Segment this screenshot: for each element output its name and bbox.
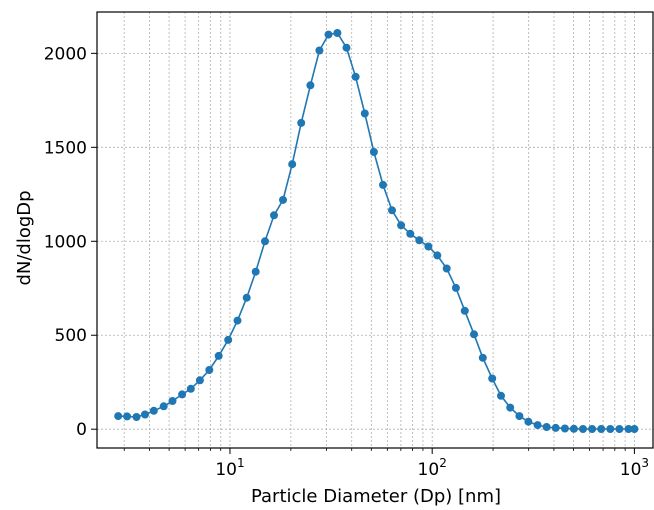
data-point — [451, 283, 460, 292]
data-point — [333, 29, 342, 37]
data-point — [533, 421, 542, 430]
data-point — [388, 206, 396, 215]
data-point — [360, 109, 369, 118]
data-point — [424, 242, 433, 251]
axis-ticks: 0 500 1000 1500 2000 101 102 103 — [44, 44, 649, 480]
data-point — [630, 425, 639, 433]
x-tick-label: 102 — [418, 456, 447, 480]
data-point — [342, 43, 351, 52]
data-point — [123, 412, 132, 421]
data-point — [433, 251, 442, 260]
data-point — [506, 403, 515, 412]
data-point — [597, 425, 606, 433]
data-point — [524, 417, 533, 426]
data-point — [415, 236, 424, 245]
y-tick-label: 1000 — [44, 232, 87, 252]
data-point — [214, 351, 223, 360]
data-point — [315, 46, 324, 55]
data-point — [606, 425, 615, 433]
data-point — [542, 423, 551, 431]
data-point — [270, 211, 278, 220]
data-point — [369, 148, 378, 156]
data-point — [195, 376, 204, 385]
y-tick-label: 2000 — [44, 44, 87, 64]
data-point — [588, 425, 597, 433]
data-point — [205, 366, 214, 374]
data-point — [279, 195, 287, 204]
data-point — [551, 423, 560, 432]
data-point — [560, 424, 569, 433]
y-tick-label: 500 — [55, 326, 87, 346]
plot-frame — [96, 11, 654, 449]
data-point — [132, 413, 141, 421]
data-point — [178, 390, 187, 399]
data-point — [397, 221, 406, 230]
plot-border — [96, 11, 654, 449]
data-point — [251, 267, 260, 276]
data-point — [615, 425, 624, 433]
data-point — [488, 374, 497, 383]
data-point — [288, 160, 297, 169]
data-point — [478, 353, 487, 362]
data-point — [149, 406, 158, 415]
data-point — [624, 425, 633, 433]
y-tick-label: 0 — [76, 420, 87, 440]
x-axis-label: Particle Diameter (Dp) [nm] — [251, 486, 501, 507]
data-point — [297, 118, 306, 127]
data-point — [442, 264, 451, 273]
data-point — [306, 81, 315, 90]
data-point — [497, 391, 505, 400]
data-point — [186, 384, 195, 393]
data-point — [470, 330, 478, 339]
data-point — [168, 397, 177, 405]
data-point — [579, 425, 587, 433]
data-point — [460, 306, 469, 315]
data-point — [324, 30, 333, 39]
x-tick-label: 103 — [620, 456, 649, 480]
y-axis-label: dN/dlogDp — [14, 190, 35, 285]
data-series — [114, 29, 639, 433]
data-point — [224, 335, 233, 344]
x-tick-label: 101 — [215, 456, 244, 480]
data-point — [379, 180, 387, 189]
data-point — [261, 237, 269, 246]
data-point — [141, 410, 149, 419]
data-point — [242, 293, 251, 302]
data-point — [114, 412, 123, 421]
data-point — [351, 72, 360, 81]
data-point — [159, 402, 168, 411]
data-point — [233, 316, 242, 325]
data-point — [406, 229, 415, 238]
data-point — [569, 424, 578, 433]
series-line — [118, 32, 635, 430]
grid — [97, 12, 654, 448]
data-point — [515, 412, 524, 421]
y-tick-label: 1500 — [44, 138, 87, 158]
